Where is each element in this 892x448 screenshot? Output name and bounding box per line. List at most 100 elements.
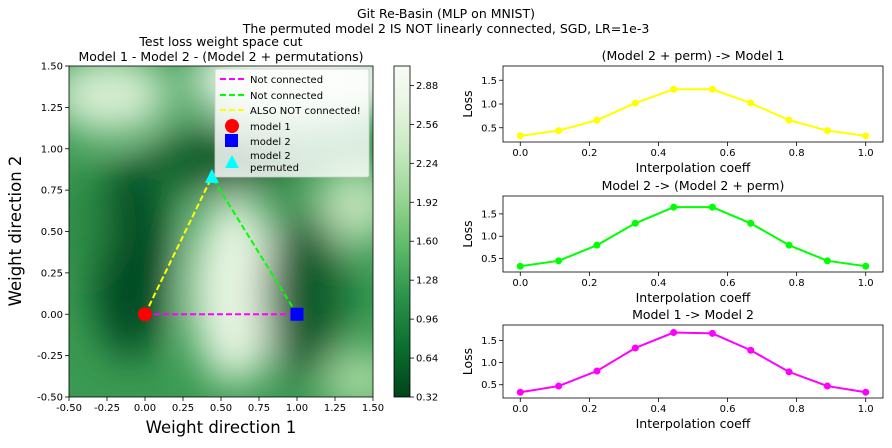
panel-title: Model 2 -> (Model 2 + perm) [602, 178, 785, 193]
contour-ylabel: Weight direction 2 [6, 156, 25, 307]
data-point [747, 99, 755, 107]
colorbar: 0.32 0.64 0.96 1.28 1.60 1.92 2.24 2.56 2.88 [393, 65, 438, 404]
legend-label: model 2 [250, 137, 291, 148]
legend-label: Not connected [250, 75, 323, 86]
x-tick-label: 0.6 [720, 148, 736, 159]
x-tick-label: 1.25 [324, 403, 346, 414]
x-tick-label: 0.2 [581, 404, 597, 415]
x-tick-label: 0.8 [789, 148, 805, 159]
y-tick-label: 1.5 [481, 336, 497, 347]
data-point [631, 344, 639, 352]
loss-line [520, 331, 866, 394]
panel-title: (Model 2 + perm) -> Model 1 [602, 48, 785, 63]
data-point [823, 127, 831, 135]
legend-label: ALSO NOT connected! [250, 106, 361, 117]
x-tick-label: 1.50 [362, 403, 384, 414]
y-tick-label: 0.50 [41, 227, 63, 238]
legend-label: model 2 [250, 151, 291, 162]
data-point [823, 257, 831, 265]
x-tick-label: 0.6 [720, 278, 736, 289]
y-tick-label: 1.50 [41, 62, 63, 73]
data-point [862, 388, 870, 396]
panel-ylabel: Loss [460, 348, 475, 375]
connection-line [144, 176, 213, 315]
x-tick-label: 0.6 [720, 404, 736, 415]
panel-title: Model 1 -> Model 2 [632, 307, 754, 322]
data-point [708, 85, 716, 93]
data-point [708, 329, 716, 337]
data-point [631, 219, 639, 227]
data-point [555, 127, 563, 135]
x-tick-label: -0.25 [94, 403, 120, 414]
colorbar-tick-label: 1.92 [416, 198, 438, 209]
x-tick-label: 0.75 [248, 403, 270, 414]
data-point [593, 367, 601, 375]
data-point [555, 382, 563, 390]
legend-label: Not connected [250, 91, 323, 102]
x-tick-label: 1.0 [858, 404, 874, 415]
x-tick-label: 0.0 [512, 404, 528, 415]
data-point [747, 219, 755, 227]
x-tick-label: 0.00 [134, 403, 156, 414]
data-point [670, 203, 678, 211]
line-panel-3: Model 1 -> Model 2 0.0 0.2 0.4 0.6 0.8 1.0 0.5 1… [460, 307, 884, 431]
model-point [290, 307, 304, 321]
panel-xlabel: Interpolation coeff [636, 416, 751, 431]
y-tick-label: 1.25 [41, 103, 63, 114]
data-point [823, 382, 831, 390]
x-tick-label: 0.8 [789, 404, 805, 415]
data-point [862, 262, 870, 270]
data-point [785, 368, 793, 376]
legend-marker-circle [225, 119, 239, 133]
data-point [785, 116, 793, 124]
y-tick-label: 0.75 [41, 186, 63, 197]
contour-xlabel: Weight direction 1 [146, 418, 297, 437]
panel-frame [502, 195, 884, 273]
colorbar-tick-label: 1.28 [416, 276, 438, 287]
data-point [670, 85, 678, 93]
x-tick-label: 0.8 [789, 278, 805, 289]
x-tick-label: 1.0 [858, 278, 874, 289]
data-point [785, 241, 793, 249]
y-tick-label: -0.50 [37, 393, 63, 404]
x-tick-label: 0.25 [172, 403, 194, 414]
data-point [670, 329, 678, 337]
y-tick-label: 1.0 [481, 232, 497, 243]
y-tick-label: 1.00 [41, 144, 63, 155]
panel-ylabel: Loss [460, 90, 475, 117]
loss-line [520, 206, 866, 268]
loss-line [520, 88, 866, 137]
y-tick-label: 1.5 [481, 209, 497, 220]
legend-label: model 1 [250, 122, 291, 133]
x-tick-label: 0.0 [512, 148, 528, 159]
data-point [593, 116, 601, 124]
contour-overlay [138, 168, 304, 322]
y-tick-label: 0.5 [481, 254, 497, 265]
panel-xlabel: Interpolation coeff [636, 160, 751, 175]
y-tick-label: 0.25 [41, 268, 63, 279]
colorbar-tick-label: 0.96 [416, 315, 438, 326]
colorbar-tick-label: 0.64 [416, 354, 438, 365]
suptitle-line1: Git Re-Basin (MLP on MNIST) [357, 6, 535, 21]
y-tick-label: 0.5 [481, 123, 497, 134]
contour-title-line2: Model 1 - Model 2 - (Model 2 + permutati… [78, 49, 363, 64]
y-tick-label: 0.00 [41, 310, 63, 321]
y-tick-label: 1.5 [481, 76, 497, 87]
x-tick-label: 1.00 [286, 403, 308, 414]
model-point [138, 307, 152, 322]
data-point [516, 388, 524, 396]
line-panel-2: Model 2 -> (Model 2 + perm) 0.0 0.2 0.4 0.6 0… [460, 178, 884, 305]
suptitle-line2: The permuted model 2 IS NOT linearly con… [242, 21, 650, 36]
y-tick-label: 1.0 [481, 358, 497, 369]
y-tick-label: -0.25 [37, 351, 63, 362]
model-point [204, 168, 219, 183]
x-tick-label: 0.4 [651, 404, 667, 415]
data-point [516, 262, 524, 270]
legend-label: permuted [250, 163, 299, 174]
x-tick-label: 0.50 [210, 403, 232, 414]
panel-frame [502, 324, 884, 399]
panel-xlabel: Interpolation coeff [636, 290, 751, 305]
colorbar-tick-label: 2.88 [416, 81, 438, 92]
x-tick-label: 0.0 [512, 278, 528, 289]
